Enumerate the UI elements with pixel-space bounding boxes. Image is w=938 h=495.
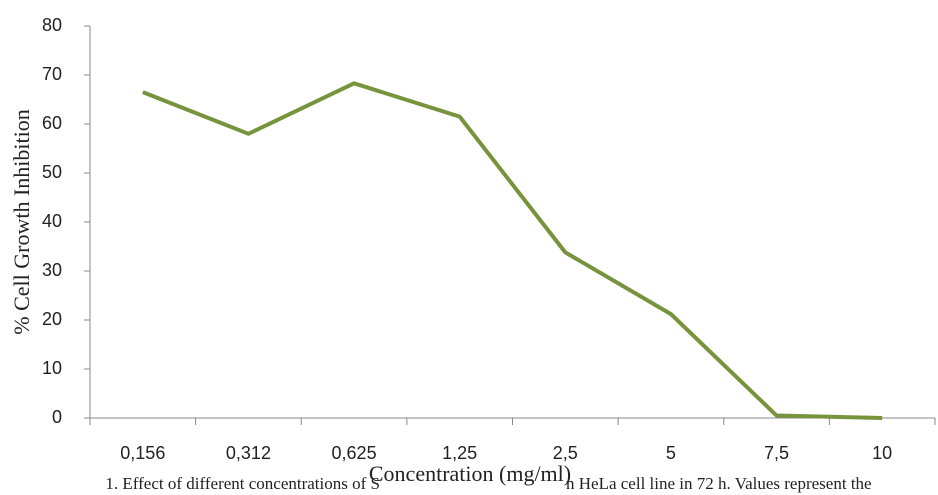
y-tick-label: 40 bbox=[42, 211, 62, 231]
y-tick-label: 80 bbox=[42, 15, 62, 35]
x-tick-label: 10 bbox=[872, 443, 892, 463]
caption: 1. Effect of different concentrations of… bbox=[105, 474, 380, 493]
x-tick-label: 5 bbox=[666, 443, 676, 463]
data-line bbox=[142, 81, 883, 420]
y-tick-label: 60 bbox=[42, 113, 62, 133]
y-tick-label: 20 bbox=[42, 309, 62, 329]
x-tick-label: 7,5 bbox=[764, 443, 789, 463]
x-axis-title: Concentration (mg/ml) bbox=[369, 461, 571, 486]
y-tick-label: 30 bbox=[42, 260, 62, 280]
y-tick-label: 70 bbox=[42, 64, 62, 84]
x-tick-label: 0,312 bbox=[226, 443, 271, 463]
x-tick-label: 1,25 bbox=[442, 443, 477, 463]
y-axis-title: % Cell Growth Inhibition bbox=[9, 109, 34, 334]
y-tick-label: 10 bbox=[42, 358, 62, 378]
y-tick-label: 0 bbox=[52, 407, 62, 427]
x-tick-label: 2,5 bbox=[553, 443, 578, 463]
y-tick-label: 50 bbox=[42, 162, 62, 182]
x-tick-label: 0,625 bbox=[332, 443, 377, 463]
x-tick-label: 0,156 bbox=[120, 443, 165, 463]
caption: n HeLa cell line in 72 h. Values represe… bbox=[566, 474, 872, 493]
